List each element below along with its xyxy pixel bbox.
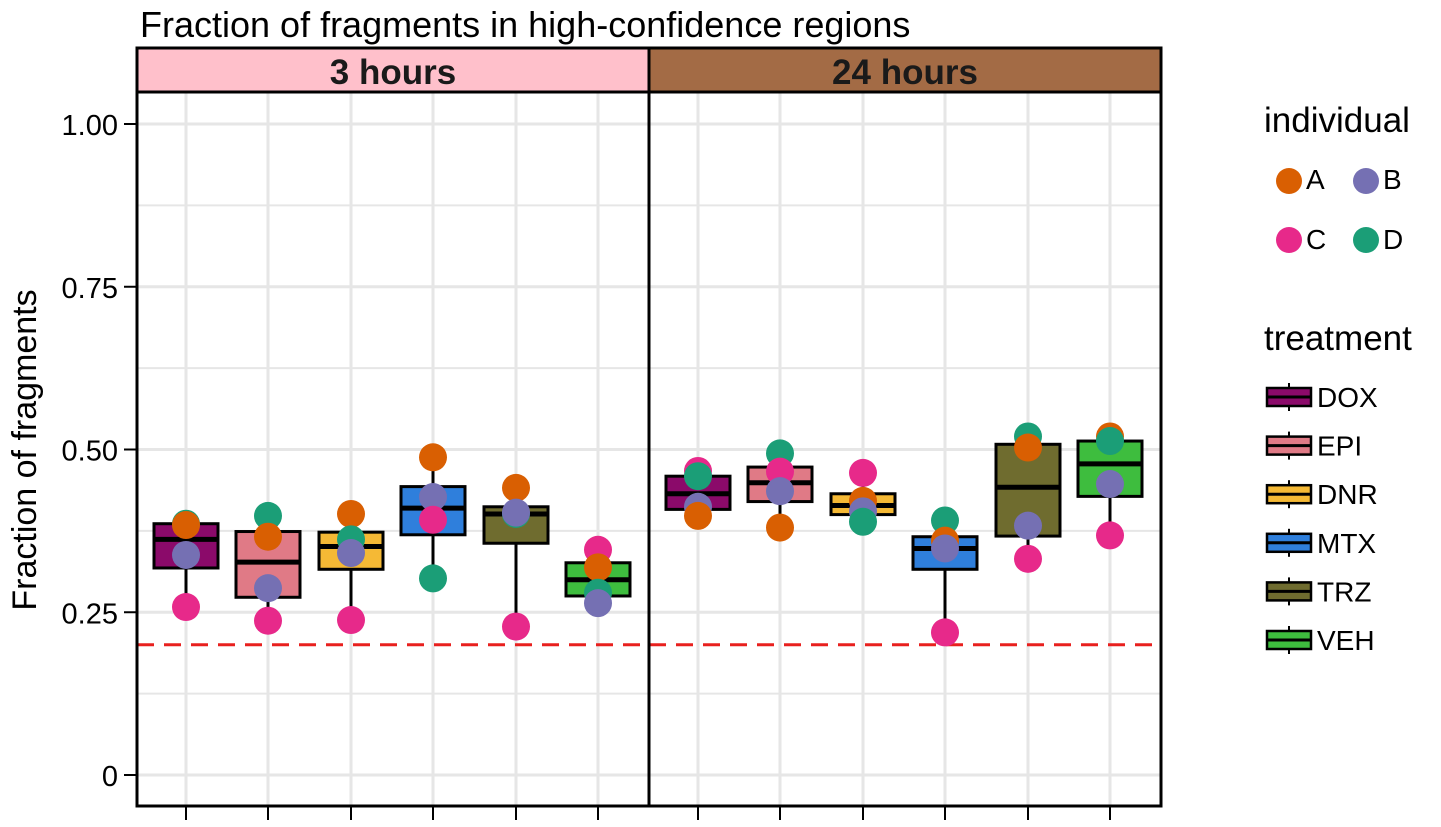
legend-label: B [1383, 164, 1402, 195]
y-tick-label: 0.50 [62, 436, 118, 468]
point-c [849, 458, 877, 487]
legend-item-dnr: DNR [1265, 479, 1378, 510]
y-axis-label: Fraction of fragments [6, 289, 44, 610]
point-b [254, 574, 282, 603]
point-c [254, 606, 282, 635]
panel-border [647, 90, 1163, 808]
point-a [766, 513, 794, 542]
legend-label: DNR [1317, 479, 1378, 510]
legend-label: MTX [1317, 528, 1376, 559]
point-b [766, 477, 794, 506]
point-d [849, 507, 877, 536]
facet-strip-label: 24 hours [832, 53, 978, 92]
legend-item-epi: EPI [1265, 431, 1362, 462]
point-c [931, 618, 959, 647]
point-b [337, 539, 365, 568]
legend-item-d: D [1353, 224, 1403, 255]
legend-treatment: treatment DOX EPI DNR MTX TRZ VEH [1264, 319, 1412, 656]
point-a [419, 443, 447, 472]
point-d [1096, 427, 1124, 456]
y-axis: 0 0.25 0.50 0.75 1.00 [62, 110, 137, 793]
legend-individual: individual A B C D [1264, 101, 1410, 255]
legend-key [1353, 227, 1379, 253]
point-b [1014, 511, 1042, 540]
point-a [172, 511, 200, 540]
point-c [766, 457, 794, 486]
point-c [419, 505, 447, 534]
legend-item-veh: VEH [1265, 625, 1375, 656]
y-tick-label: 1.00 [62, 110, 118, 142]
point-c [1014, 544, 1042, 573]
point-b [1096, 470, 1124, 499]
legend-item-b: B [1353, 164, 1402, 195]
point-d [684, 462, 712, 491]
point-d [254, 501, 282, 530]
y-tick-label: 0.25 [62, 598, 118, 630]
points [172, 443, 612, 641]
legend-title: treatment [1264, 319, 1412, 358]
facet-strip [137, 48, 649, 92]
legend-label: C [1306, 224, 1326, 255]
point-a [254, 522, 282, 551]
point-c [1096, 521, 1124, 550]
legend-item-mtx: MTX [1265, 528, 1376, 559]
legend-label: DOX [1317, 382, 1378, 413]
grid [137, 92, 649, 806]
legend-key [1276, 227, 1302, 253]
legend-label: TRZ [1317, 576, 1371, 607]
facet-panel-24h: 24 hours [647, 46, 1163, 820]
point-a [684, 501, 712, 530]
point-b [172, 540, 200, 569]
point-b [419, 483, 447, 512]
legend-item-trz: TRZ [1265, 576, 1371, 607]
legend-item-dox: DOX [1265, 382, 1378, 413]
legend-label: EPI [1317, 431, 1362, 462]
point-b [584, 589, 612, 618]
y-tick-label: 0 [102, 761, 118, 793]
legend-key [1276, 168, 1302, 194]
chart-title: Fraction of fragments in high-confidence… [140, 4, 910, 45]
legend-item-a: A [1276, 164, 1325, 195]
point-a [502, 473, 530, 502]
point-c [337, 606, 365, 635]
legend-key [1353, 168, 1379, 194]
point-a [584, 553, 612, 582]
legend-label: D [1383, 224, 1403, 255]
facet-strip [649, 48, 1161, 92]
y-tick-label: 0.75 [62, 273, 118, 305]
point-a [1014, 433, 1042, 462]
points [684, 422, 1124, 647]
point-a [337, 499, 365, 528]
point-c [502, 612, 530, 641]
legend-title: individual [1264, 101, 1410, 140]
point-d [931, 506, 959, 535]
point-d [419, 564, 447, 593]
legend-item-c: C [1276, 224, 1326, 255]
point-b [502, 498, 530, 527]
point-b [931, 534, 959, 563]
legend-label: A [1306, 164, 1325, 195]
point-c [172, 593, 200, 622]
facet-strip-label: 3 hours [330, 53, 456, 92]
legend-label: VEH [1317, 625, 1375, 656]
facet-panel-3h: 3 hours [135, 46, 651, 820]
